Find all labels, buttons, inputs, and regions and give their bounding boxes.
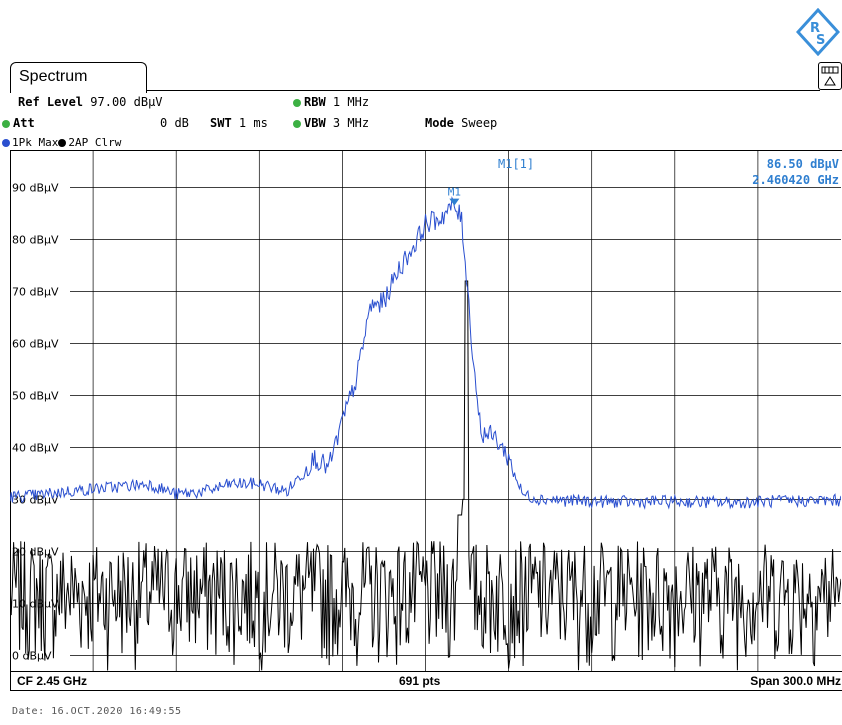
status-footer: CF 2.45 GHz 691 pts Span 300.0 MHz <box>10 671 842 691</box>
ref-level: Ref Level 97.00 dBµV <box>18 95 163 109</box>
svg-text:S: S <box>816 33 825 48</box>
svg-text:R: R <box>810 21 820 36</box>
y-axis-labels: 90 dBµV 80 dBµV 70 dBµV 60 dBµV 50 dBµV 40 dB… <box>12 181 59 662</box>
att-value: 0 dB <box>160 116 189 130</box>
tab-divider <box>145 90 820 91</box>
trace2-dot <box>58 139 67 147</box>
center-frequency: CF 2.45 GHz <box>17 674 88 688</box>
rohde-schwarz-logo: R S <box>796 8 840 56</box>
plot-frame <box>10 150 842 672</box>
y-tick-label: 60 dBµV <box>12 337 59 350</box>
trace2-line <box>10 280 841 671</box>
swt: SWT 1 ms <box>210 116 268 130</box>
marker-readout-freq: 2.460420 GHz <box>752 173 839 187</box>
display-config-icon[interactable] <box>818 62 842 90</box>
trace2-series <box>10 280 841 671</box>
y-tick-label: 20 dBµV <box>12 545 59 558</box>
y-tick-label: 70 dBµV <box>12 285 59 298</box>
att: Att <box>2 116 35 130</box>
y-tick-label: 90 dBµV <box>12 181 59 194</box>
marker-triangle <box>449 198 460 206</box>
trace1-line <box>10 196 841 510</box>
y-tick-label: 50 dBµV <box>12 389 59 402</box>
grid <box>70 151 841 671</box>
marker-readout-label: M1[1] <box>498 157 534 171</box>
timestamp: Date: 16.OCT.2020 16:49:55 <box>12 706 182 717</box>
sweep-points: 691 pts <box>399 674 441 688</box>
marker-m1[interactable]: M1 <box>448 186 461 206</box>
span: Span 300.0 MHz <box>750 674 841 688</box>
spectrum-tab[interactable]: Spectrum <box>10 62 147 93</box>
rbw: RBW 1 MHz <box>293 95 369 109</box>
trace-bar: 1Pk Max 2AP Clrw <box>2 136 840 150</box>
trace1-dot <box>2 139 10 147</box>
tab-title: Spectrum <box>19 68 88 85</box>
spectrum-plot[interactable]: 90 dBµV 80 dBµV 70 dBµV 60 dBµV 50 dBµV 40 dB… <box>10 151 841 671</box>
y-tick-label: 0 dBµV <box>12 649 52 662</box>
y-tick-label: 80 dBµV <box>12 233 59 246</box>
trace1-label[interactable]: 1Pk Max <box>12 136 59 149</box>
vbw: VBW 3 MHz <box>293 116 369 130</box>
y-tick-label: 40 dBµV <box>12 441 59 454</box>
mode: Mode Sweep <box>425 116 498 130</box>
trace2-label[interactable]: 2AP Clrw <box>68 136 122 149</box>
marker-label: M1 <box>448 186 461 199</box>
y-tick-label: 30 dBµV <box>12 493 59 506</box>
trace1-series <box>10 196 841 510</box>
marker-readout-value: 86.50 dBµV <box>767 157 839 171</box>
